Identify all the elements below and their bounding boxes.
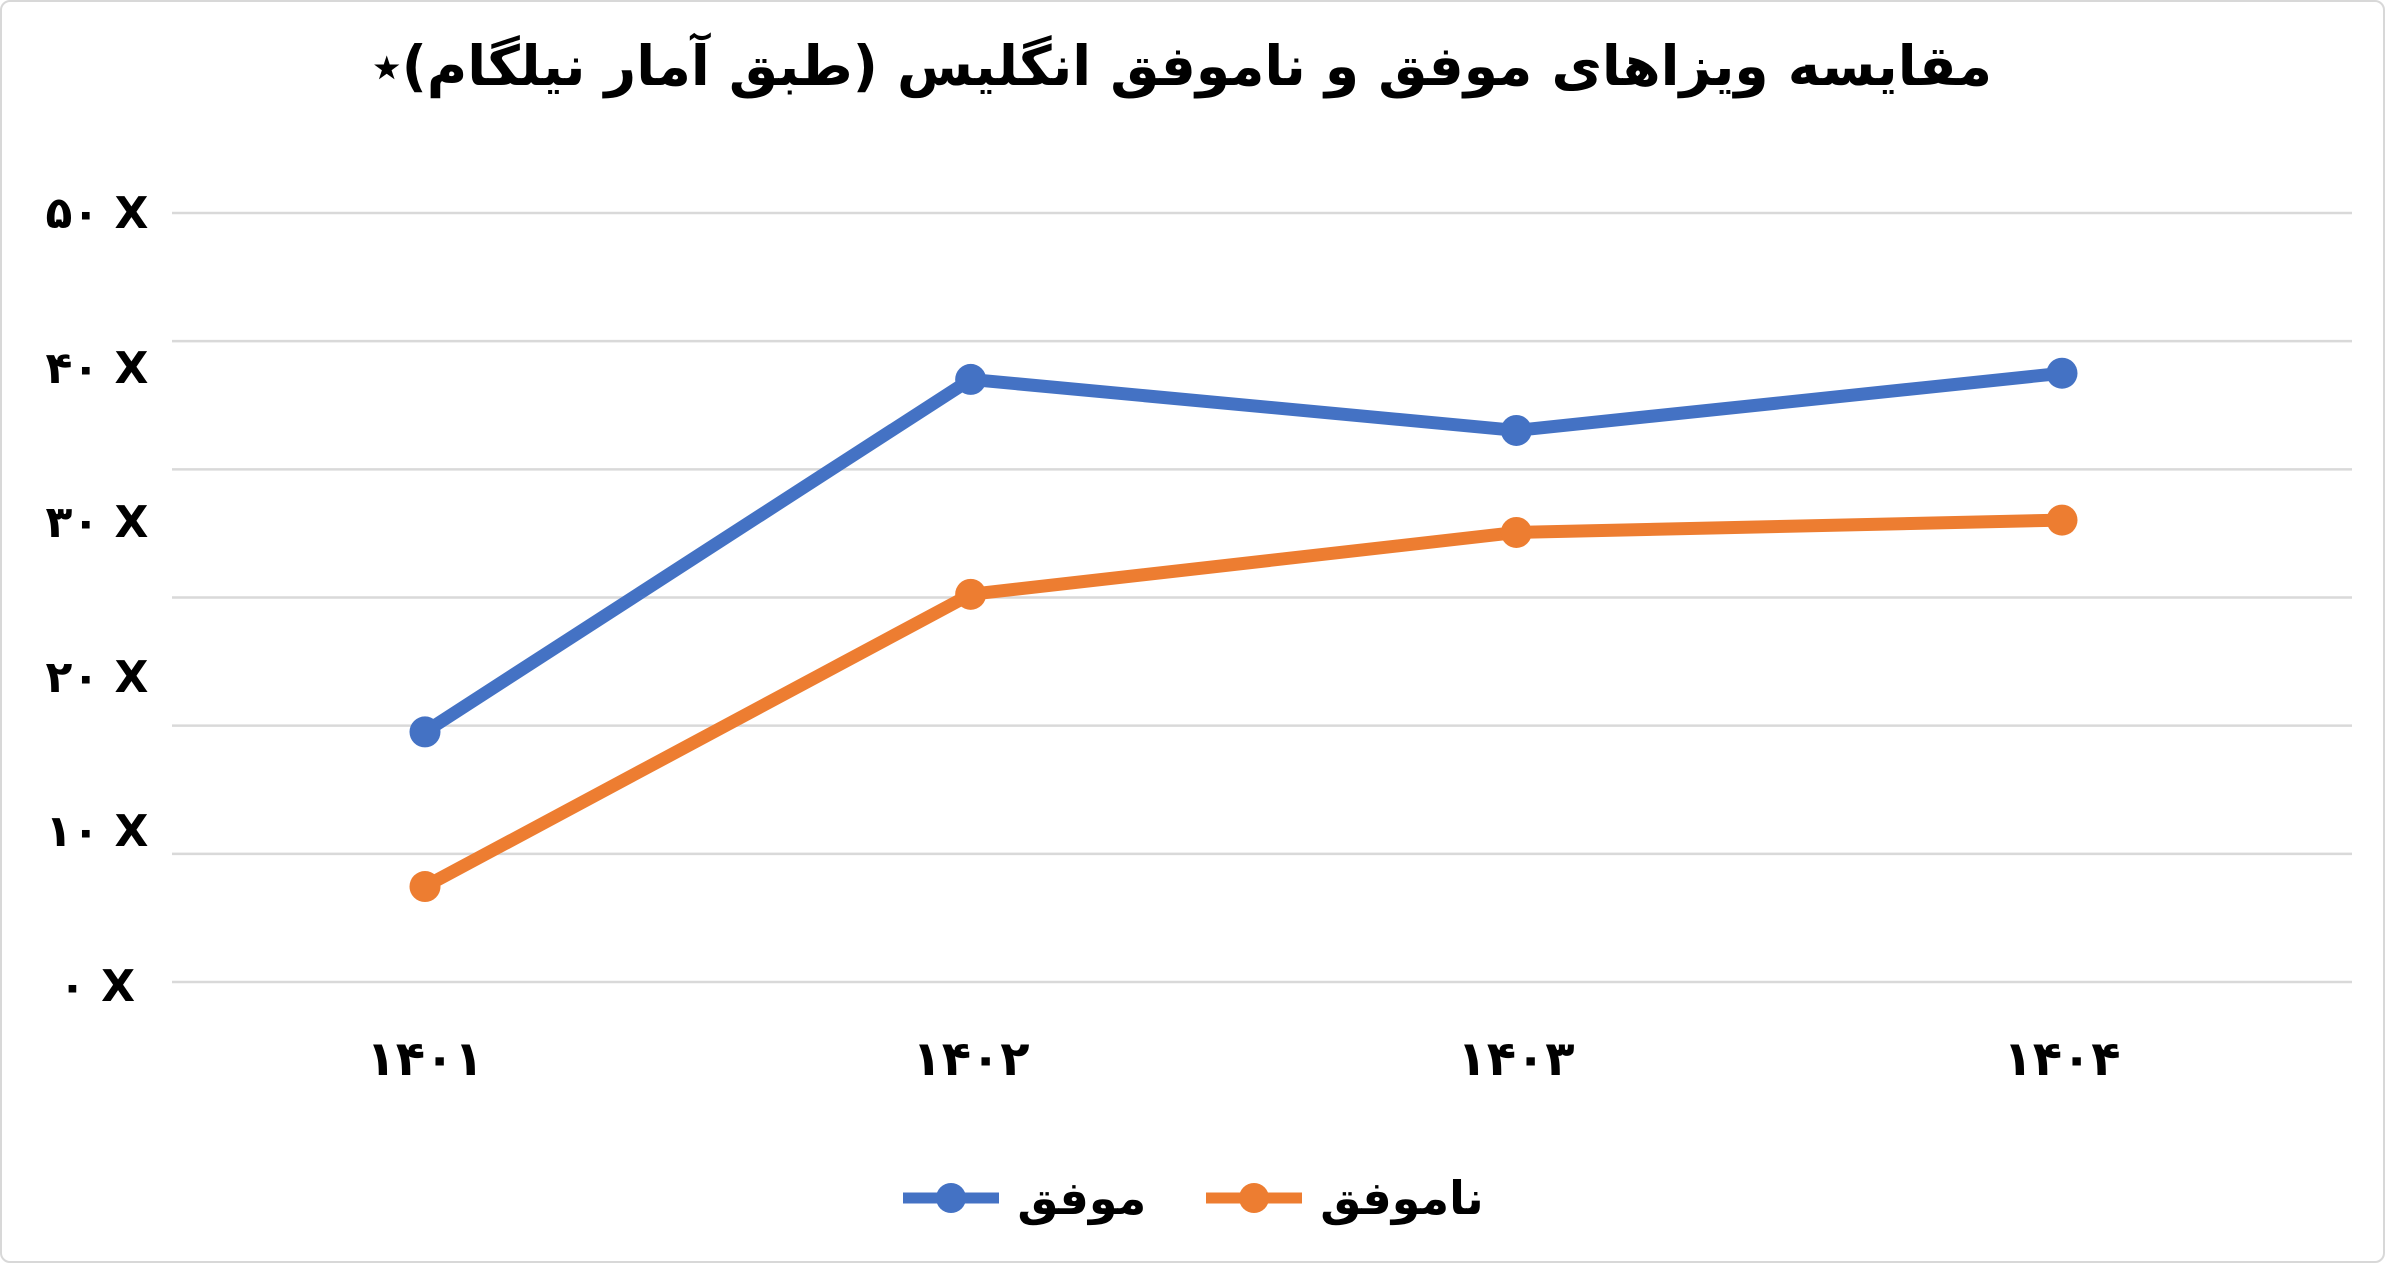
y-axis-tick-label: ۳۰ X (45, 497, 149, 548)
legend-label-unsuccessful: ناموفق (1320, 1171, 1484, 1225)
legend-line-dot-icon (1206, 1183, 1303, 1213)
legend-item-successful: موفق (901, 1171, 1146, 1225)
chart-title: مقایسه ویزاهای موفق و ناموفق انگلیس (طبق… (371, 34, 1992, 98)
y-axis-tick-label: ۰ X (58, 961, 136, 1012)
x-axis-tick-label: ۱۴۰۴ (2003, 1031, 2121, 1087)
y-axis-tick-label: ۵۰ X (45, 188, 149, 239)
y-axis-tick-label: ۱۰ X (45, 806, 149, 857)
legend-label-successful: موفق (1017, 1171, 1147, 1225)
legend: موفق ناموفق (2, 1150, 2383, 1246)
x-axis-tick-label: ۱۴۰۲ (912, 1031, 1030, 1087)
legend-line-dot-icon (903, 1183, 1000, 1213)
x-axis-tick-label: ۱۴۰۱ (366, 1031, 484, 1087)
y-axis-tick-label: ۴۰ X (45, 343, 149, 394)
legend-item-unsuccessful: ناموفق (1204, 1171, 1484, 1225)
x-axis-tick-label: ۱۴۰۳ (1457, 1031, 1575, 1087)
y-axis-tick-label: ۲۰ X (45, 652, 149, 703)
